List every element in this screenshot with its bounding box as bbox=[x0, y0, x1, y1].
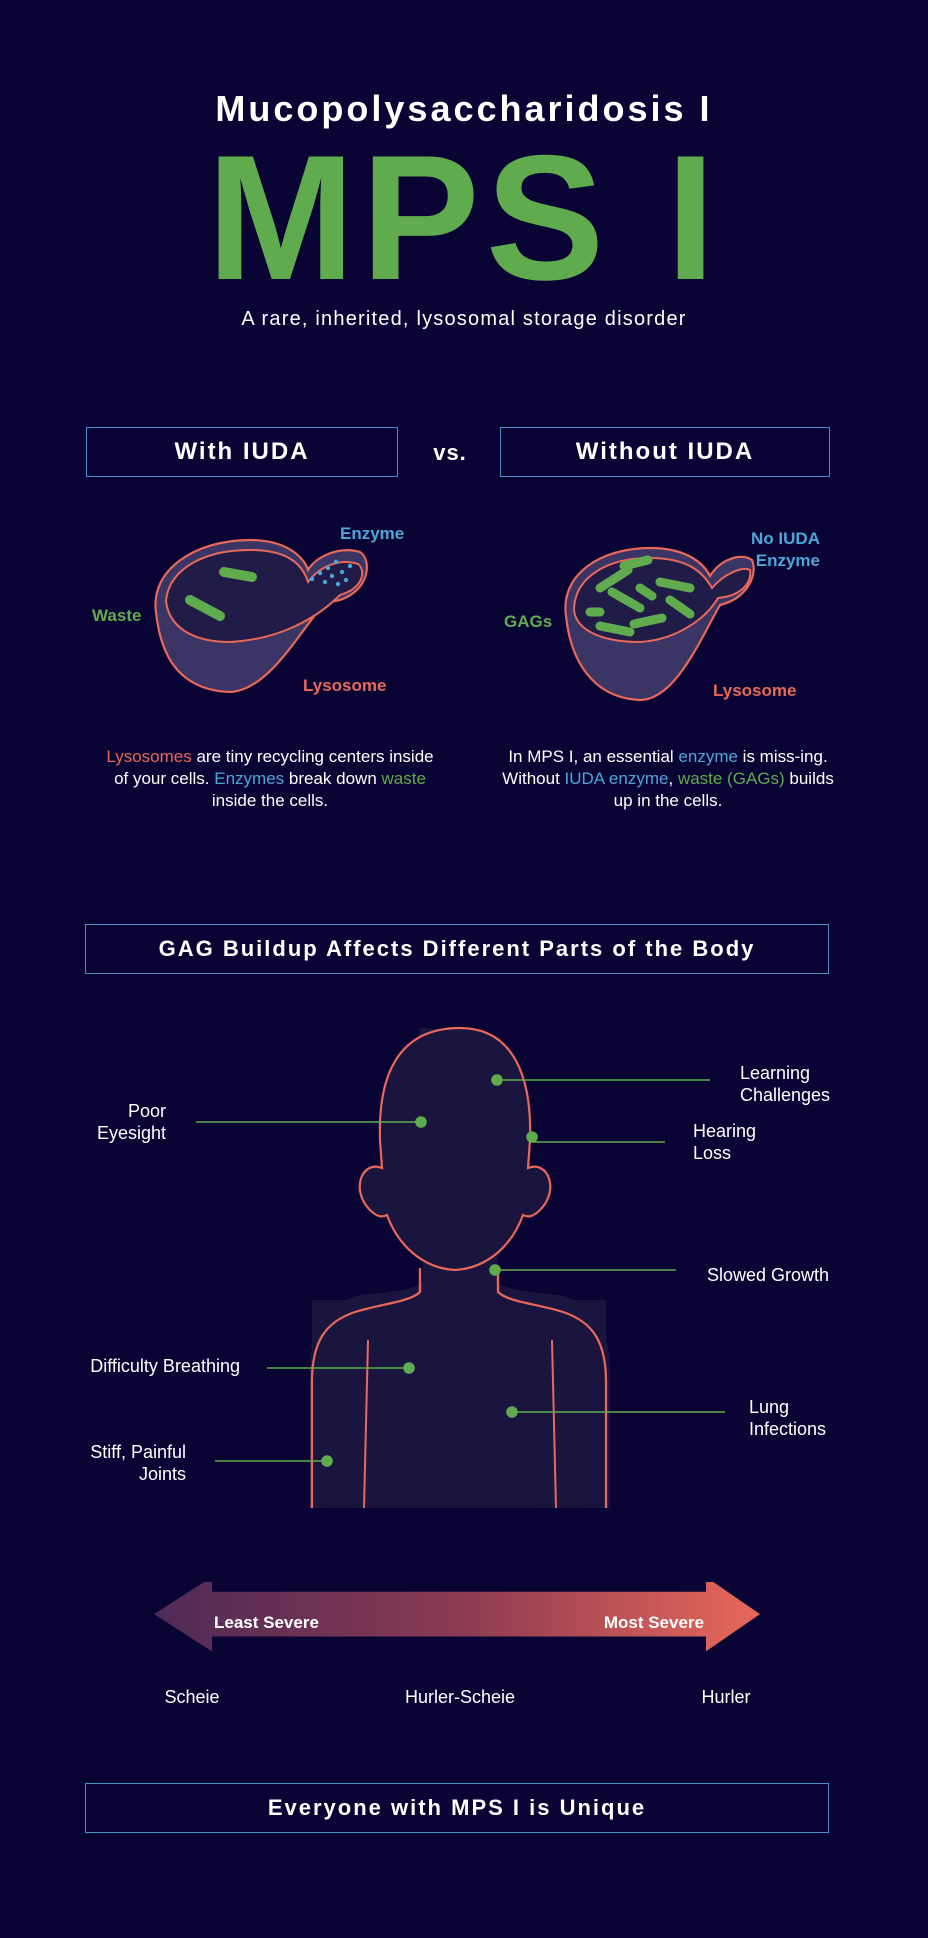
caption-text: builds up in the cells. bbox=[613, 769, 834, 810]
subtitle: Mucopolysaccharidosis I bbox=[215, 88, 713, 129]
with-iuda-heading: With IUDA bbox=[86, 427, 398, 477]
poor-eyesight-label: Poor Eyesight bbox=[96, 1101, 166, 1143]
gags-label: GAGs bbox=[504, 612, 553, 631]
caption-enzymes-term: Enzymes bbox=[214, 769, 285, 788]
caption-without-iuda: In MPS I, an essential enzyme is miss-in… bbox=[498, 746, 838, 812]
hearing-loss-label: Hearing Loss bbox=[693, 1121, 757, 1163]
severity-arrow-icon bbox=[154, 1582, 760, 1652]
caption-lysosomes-term: Lysosomes bbox=[106, 747, 192, 766]
learning-challenges-label: Learning Challenges bbox=[740, 1063, 831, 1105]
caption-with-iuda: Lysosomes are tiny recycling centers ins… bbox=[100, 746, 440, 812]
stiff-painful-joints-label: Stiff, Painful Joints bbox=[90, 1442, 186, 1484]
most-severe-label: Most Severe bbox=[603, 1613, 704, 1632]
vs-label: vs. bbox=[433, 440, 467, 465]
slowed-growth-label: Slowed Growth bbox=[707, 1265, 830, 1285]
caption-waste-term: waste (GAGs) bbox=[677, 769, 785, 788]
without-iuda-heading: Without IUDA bbox=[500, 427, 830, 477]
healthy-lysosome-icon bbox=[154, 538, 368, 694]
tagline: A rare, inherited, lysosomal storage dis… bbox=[241, 308, 687, 330]
caption-text: break down bbox=[284, 769, 382, 788]
lysosome-label-left: Lysosome bbox=[303, 676, 387, 695]
lysosome-illustrations bbox=[154, 538, 755, 702]
caption-text: In MPS I, an essential bbox=[508, 747, 679, 766]
enzyme-label: Enzyme bbox=[340, 524, 405, 543]
body-silhouette-icon bbox=[196, 1026, 725, 1509]
waste-label: Waste bbox=[92, 606, 142, 625]
diseased-lysosome-icon bbox=[564, 546, 755, 702]
difficulty-breathing-label: Difficulty Breathing bbox=[90, 1356, 240, 1376]
least-severe-label: Least Severe bbox=[214, 1613, 319, 1632]
unique-heading: Everyone with MPS I is Unique bbox=[85, 1783, 829, 1833]
severity-type-hurler: Hurler bbox=[701, 1687, 751, 1707]
no-iuda-label-line1: No IUDA bbox=[751, 529, 820, 548]
caption-text: is miss-ing. Without bbox=[502, 747, 828, 788]
caption-text: are tiny recycling centers inside of you… bbox=[114, 747, 434, 788]
no-iuda-label-line2: Enzyme bbox=[755, 551, 820, 570]
caption-text: , bbox=[668, 769, 678, 788]
caption-iuda-enzyme-term: IUDA enzyme bbox=[564, 769, 669, 788]
caption-waste-term: waste bbox=[381, 769, 426, 788]
caption-enzyme-term: enzyme bbox=[678, 747, 738, 766]
caption-text: inside the cells. bbox=[211, 791, 329, 810]
lung-infections-label: Lung Infections bbox=[749, 1397, 827, 1439]
gag-section-heading: GAG Buildup Affects Different Parts of t… bbox=[85, 924, 829, 974]
lysosome-label-right: Lysosome bbox=[713, 681, 797, 700]
severity-type-hurler-scheie: Hurler-Scheie bbox=[404, 1687, 516, 1707]
severity-type-scheie: Scheie bbox=[164, 1687, 220, 1707]
page-title: MPS I bbox=[206, 118, 722, 317]
